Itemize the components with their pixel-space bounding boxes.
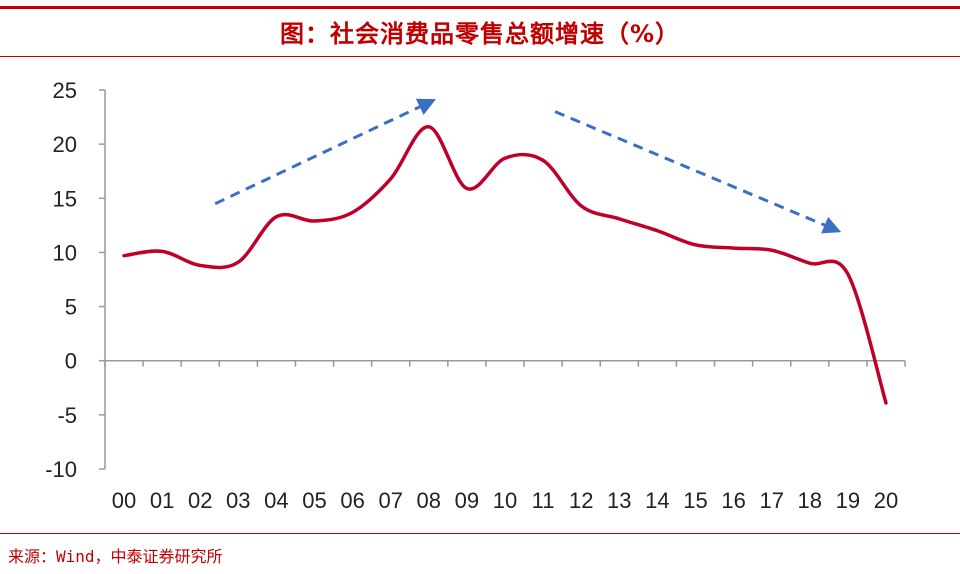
trend-arrow-up [214,98,436,206]
data-point [694,243,698,247]
series-layer [122,125,888,405]
x-tick-label: 07 [378,488,402,513]
y-tick-label: -10 [45,457,77,482]
data-point [579,204,583,208]
y-tick-label: 10 [53,240,77,265]
data-point [236,260,240,264]
x-tick-label: 01 [150,488,174,513]
x-tick-label: 17 [759,488,783,513]
data-point [313,219,317,223]
data-point [541,158,545,162]
x-tick-label: 06 [340,488,364,513]
data-point [351,210,355,214]
data-point [808,261,812,265]
x-tick-label: 19 [836,488,860,513]
data-point [198,263,202,267]
x-tick-label: 00 [112,488,136,513]
y-tick-label: 25 [53,78,77,103]
data-point [427,125,431,129]
y-tick-label: 15 [53,186,77,211]
x-tick-label: 03 [226,488,250,513]
x-tick-label: 02 [188,488,212,513]
data-point [732,246,736,250]
y-tick-label: 0 [65,349,77,374]
data-point [884,401,888,405]
annotation-layer [214,98,842,234]
y-tick-label: -5 [57,403,77,428]
y-tick-label: 20 [53,132,77,157]
data-point [274,215,278,219]
trend-arrow-down [554,110,842,234]
x-tick-label: 11 [532,488,555,513]
source-note: 来源：Wind，中泰证券研究所 [8,547,223,566]
x-tick-label: 13 [607,488,631,513]
x-tick-label: 15 [683,488,707,513]
data-point [770,248,774,252]
tick-labels: 25 20 15 10 5 0 -5 -10 00 01 02 03 04 05 06 07 08 09 10 11 1… [45,78,898,513]
data-point [617,217,621,221]
data-point [160,249,164,253]
x-tick-label: 04 [264,488,288,513]
x-tick-label: 10 [493,488,517,513]
top-rule [0,6,960,9]
x-tick-label: 05 [302,488,326,513]
title-rule [0,56,960,57]
data-point [503,156,507,160]
x-tick-label: 09 [455,488,479,513]
chart-title: 图：社会消费品零售总额增速（%） [279,20,681,48]
series-line [122,125,888,405]
x-tick-label: 12 [569,488,593,513]
x-tick-label: 20 [874,488,898,513]
data-point [389,177,393,181]
data-point [846,272,850,276]
y-tick-label: 5 [65,295,77,320]
data-point [655,229,659,233]
data-point [122,254,126,258]
x-tick-label: 16 [721,488,745,513]
x-tick-label: 18 [798,488,822,513]
data-point [465,187,469,191]
bottom-rule [0,533,960,534]
axes [99,89,906,470]
x-tick-label: 08 [417,488,441,513]
x-tick-label: 14 [645,488,669,513]
